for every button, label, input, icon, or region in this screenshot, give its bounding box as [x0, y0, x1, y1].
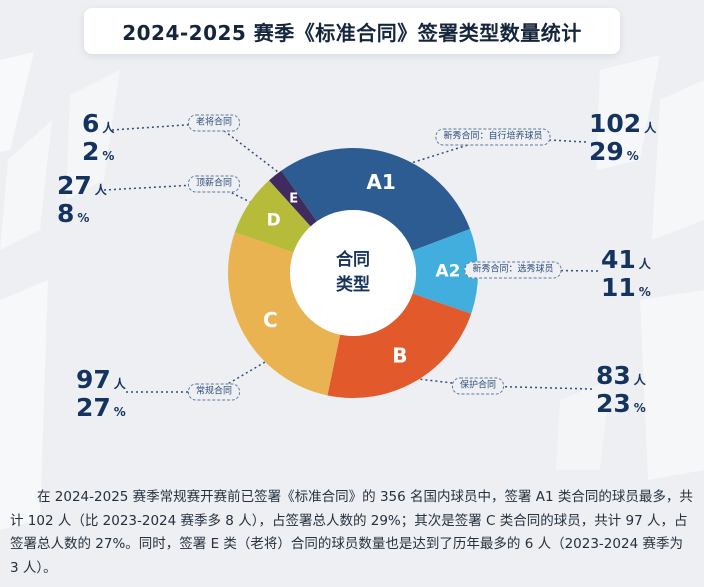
donut-segment-label-E: E [289, 191, 298, 206]
donut-segment-A1 [281, 147, 471, 251]
count-unit: 人 [113, 377, 126, 391]
percent-value: 11 [601, 272, 636, 302]
percent-value: 2 [82, 136, 100, 166]
donut-segment-label-B: B [392, 344, 407, 368]
percent-row: 29% [589, 136, 656, 166]
count-row: 97 人 [76, 366, 126, 394]
page-title: 2024-2025 赛季《标准合同》签署类型数量统计 [122, 20, 582, 45]
percent-row: 27% [76, 392, 126, 422]
chart-center-label: 合同 类型 [303, 248, 403, 297]
count-unit: 人 [633, 373, 646, 387]
count-unit: 人 [94, 183, 107, 197]
percent-value: 23 [596, 388, 631, 418]
count-row: 27 人 [57, 172, 107, 200]
donut-segment-E [269, 170, 317, 227]
category-tag-D: 顶薪合同 [187, 175, 241, 193]
donut-chart: A1 A2 B C DE [227, 147, 478, 398]
donut-segment-C [227, 232, 341, 396]
summary-paragraph: 在 2024-2025 赛季常规赛开赛前已签署《标准合同》的 356 名国内球员… [10, 489, 693, 576]
percent-value: 8 [57, 198, 75, 228]
percent-unit: % [102, 148, 115, 163]
count-unit: 人 [638, 257, 651, 271]
percent-unit: % [633, 400, 646, 415]
count-value: 102 [589, 109, 642, 138]
donut-segment-label-A1: A1 [366, 170, 395, 194]
count-value: 97 [76, 365, 111, 394]
percent-unit: % [626, 148, 639, 163]
percent-row: 2% [82, 136, 115, 166]
callout-count-A2: 41 人 11% [601, 246, 651, 301]
percent-unit: % [638, 284, 651, 299]
percent-value: 29 [589, 136, 624, 166]
category-tag-C: 常规合同 [187, 383, 241, 401]
percent-unit: % [77, 210, 90, 225]
connector-A1 [407, 136, 587, 165]
count-unit: 人 [102, 121, 115, 135]
percent-row: 8% [57, 198, 107, 228]
category-tag-A1: 新秀合同：自行培养球员 [435, 128, 551, 146]
center-label-line1: 合同 [336, 250, 370, 270]
percent-row: 23% [596, 388, 646, 418]
count-value: 6 [82, 109, 100, 138]
category-tag-B: 保护合同 [451, 377, 505, 395]
count-unit: 人 [644, 121, 657, 135]
donut-segment-label-C: C [263, 308, 278, 332]
percent-unit: % [113, 404, 126, 419]
callout-count-D: 27 人 8% [57, 172, 107, 227]
count-value: 41 [601, 245, 636, 274]
category-tag-E: 老将合同 [187, 114, 241, 132]
callout-count-B: 83 人 23% [596, 362, 646, 417]
center-label-line2: 类型 [336, 274, 370, 295]
donut-segment-label-D: D [267, 211, 281, 231]
percent-value: 27 [76, 392, 111, 422]
percent-row: 11% [601, 272, 651, 302]
callout-count-C: 97 人 27% [76, 366, 126, 421]
callout-count-A1: 102 人 29% [589, 110, 656, 165]
count-row: 41 人 [601, 246, 651, 274]
connector-E [111, 122, 279, 173]
count-value: 83 [596, 361, 631, 390]
donut-center-circle [290, 210, 416, 336]
donut-segment-B [327, 293, 472, 398]
donut-segment-A2 [411, 229, 478, 314]
count-value: 27 [57, 171, 92, 200]
donut-segment-label-A2: A2 [435, 262, 460, 282]
count-row: 83 人 [596, 362, 646, 390]
count-row: 102 人 [589, 110, 656, 138]
donut-segment-D [234, 180, 311, 253]
title-card: 2024-2025 赛季《标准合同》签署类型数量统计 [84, 8, 620, 54]
category-tag-A2: 新秀合同：选秀球员 [464, 261, 562, 279]
